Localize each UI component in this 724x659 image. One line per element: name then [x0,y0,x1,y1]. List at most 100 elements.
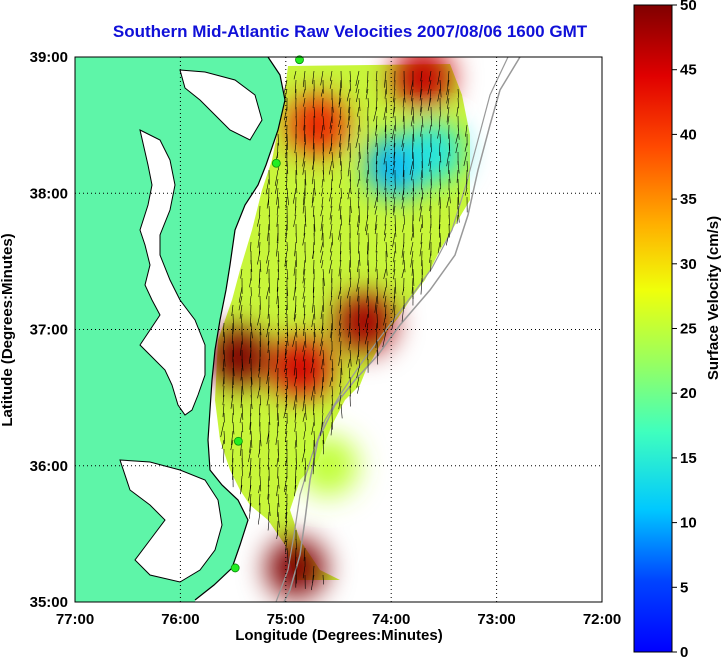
velocity-arrow [356,376,360,388]
velocity-arrow [277,313,279,326]
velocity-arrow [303,142,306,156]
velocity-arrow [375,115,378,131]
y-axis-label: Latitude (Degrees:Minutes) [0,233,16,426]
velocity-arrow [447,70,450,87]
velocity-arrow [292,331,297,347]
velocity-arrow [311,295,315,313]
velocity-arrow [419,196,423,211]
velocity-arrow [437,88,441,102]
velocity-arrow [295,178,298,194]
velocity-arrow [302,151,306,167]
velocity-arrow [250,430,253,448]
velocity-arrow [376,304,378,315]
velocity-arrow [313,376,316,395]
colorbar-tick-label: 5 [680,579,688,596]
velocity-arrow [330,331,333,342]
y-tick-label: 36:00 [30,458,68,475]
velocity-arrow [240,313,243,324]
velocity-arrow [402,286,405,296]
x-tick-label: 74:00 [372,611,410,628]
velocity-arrow [231,385,234,399]
velocity-arrow [320,331,324,347]
velocity-arrow [302,160,306,175]
velocity-arrow [356,349,360,365]
velocity-arrow [303,376,306,390]
velocity-arrow [439,79,442,98]
velocity-arrow [340,268,342,279]
velocity-arrow [358,250,361,266]
velocity-arrow [276,214,279,227]
velocity-arrow [285,502,288,519]
velocity-arrow [313,331,315,344]
velocity-arrow [375,160,378,173]
velocity-arrow [313,214,316,232]
velocity-arrow [284,430,288,443]
velocity-arrow [304,457,307,470]
velocity-arrow [346,88,351,102]
velocity-arrow [357,286,360,302]
velocity-arrow [375,250,378,261]
velocity-arrow [320,205,324,217]
velocity-arrow [376,169,378,182]
velocity-arrow [347,133,351,151]
velocity-arrow [355,88,360,103]
velocity-arrow [338,124,342,136]
chesapeake-bay [139,129,206,416]
velocity-arrow [320,88,324,97]
velocity-arrow [367,97,369,108]
velocity-arrow [321,223,324,241]
velocity-arrow [366,286,369,303]
velocity-arrow [329,115,333,129]
velocity-arrow [250,322,253,339]
velocity-arrow [330,421,333,436]
velocity-arrow [231,430,234,446]
velocity-arrow [457,124,460,140]
velocity-arrow [258,241,261,255]
velocity-arrow [392,160,396,176]
colorbar-tick-label: 15 [680,450,697,467]
velocity-arrow [455,142,459,154]
velocity-arrow [293,304,297,320]
velocity-arrow [232,358,235,377]
velocity-arrow [339,385,342,395]
velocity-arrow [349,169,351,182]
velocity-arrow [393,142,396,159]
velocity-arrow [267,475,270,487]
velocity-arrow [294,412,297,423]
velocity-arrow [364,214,369,232]
velocity-arrow [419,79,423,98]
velocity-arrow [376,340,379,357]
velocity-arrow [329,223,333,239]
velocity-arrow [250,403,252,417]
velocity-arrow [258,223,261,236]
radar-stations [230,55,304,573]
velocity-arrow [339,250,342,262]
velocity-arrow [311,169,315,185]
x-tick-label: 73:00 [477,611,515,628]
velocity-arrow [393,133,396,148]
velocity-arrow [421,187,424,200]
velocity-arrow [250,259,253,272]
bathymetry-contour [275,57,509,602]
velocity-arrow [348,322,351,338]
velocity-arrow [250,376,252,387]
x-tick-label: 75:00 [267,611,305,628]
velocity-arrow [339,304,342,314]
velocity-arrow [365,223,369,236]
velocity-arrow [402,160,405,177]
velocity-arrow [302,70,306,88]
velocity-hotspot [208,326,269,387]
velocity-arrow [256,214,261,227]
velocity-arrow [338,349,342,366]
station-marker [295,55,304,65]
velocity-arrow [320,241,324,253]
velocity-arrow [295,322,298,338]
velocity-arrow [322,286,324,297]
velocity-arrow [312,286,315,298]
velocity-arrow [266,430,270,445]
velocity-arrow [411,169,414,181]
velocity-arrow [304,403,307,421]
velocity-arrow [277,412,280,427]
velocity-arrow [438,223,441,238]
velocity-arrow [430,115,433,127]
